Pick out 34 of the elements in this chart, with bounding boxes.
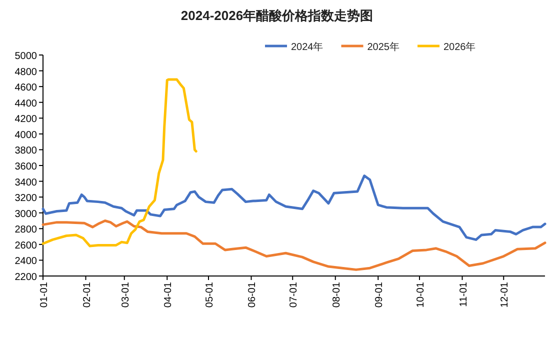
- y-tick-label: 2400: [14, 256, 38, 268]
- x-tick-label: 05-01: [204, 282, 216, 308]
- legend-label: 2024年: [291, 41, 324, 53]
- y-tick-label: 4000: [14, 130, 38, 141]
- x-tick-label: 04-01: [163, 282, 174, 308]
- line-series: [42, 78, 198, 248]
- x-tick-label: 06-01: [247, 282, 258, 308]
- y-tick-label: 3200: [14, 193, 38, 204]
- x-tick-label: 02-01: [82, 282, 93, 308]
- y-tick-label: 3800: [14, 146, 38, 157]
- line-series: [42, 220, 546, 271]
- y-tick-label: 2600: [14, 240, 38, 252]
- line-series: [42, 174, 546, 241]
- y-tick-label: 3400: [14, 177, 38, 188]
- y-tick-label: 4400: [14, 98, 38, 110]
- y-tick-label: 2200: [14, 272, 38, 283]
- y-tick-label: 4600: [14, 82, 38, 94]
- x-tick-label: 08-01: [331, 282, 342, 308]
- x-tick-label: 09-01: [374, 282, 386, 308]
- y-tick-label: 4200: [14, 114, 38, 126]
- x-tick-label: 10-01: [416, 282, 426, 308]
- x-tick-label: 03-01: [120, 282, 132, 308]
- y-tick-label: 3600: [14, 162, 38, 172]
- x-tick-label: 01-01: [39, 282, 50, 308]
- x-tick-label: 07-01: [288, 282, 300, 308]
- chart-title: 2024-2026年醋酸价格指数走势图: [180, 8, 374, 23]
- y-tick-label: 2800: [14, 224, 38, 236]
- y-tick-label: 5000: [14, 51, 38, 62]
- y-tick-label: 4800: [14, 66, 38, 78]
- legend-label: 2025年: [367, 41, 400, 53]
- y-tick-label: 3000: [14, 208, 38, 220]
- legend-label: 2026年: [444, 41, 476, 53]
- x-tick-label: 12-01: [500, 282, 511, 308]
- x-tick-label: 11-01: [458, 282, 470, 307]
